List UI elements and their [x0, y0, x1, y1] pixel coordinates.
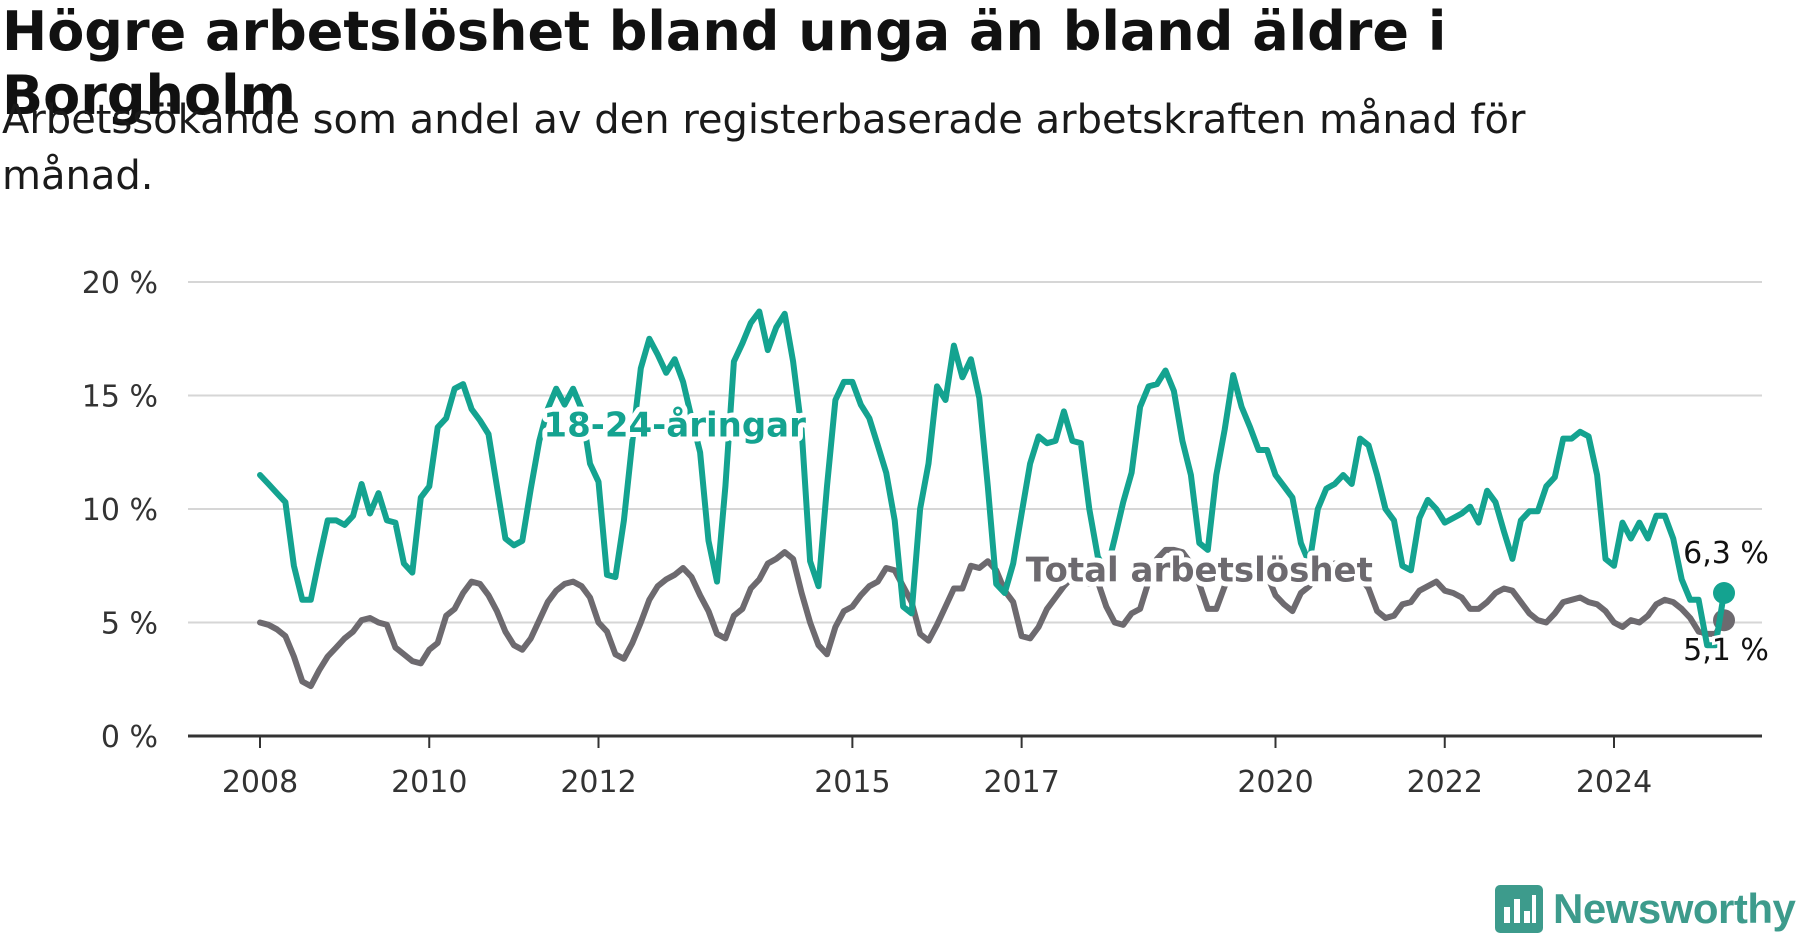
series-label: Total arbetslöshet: [1026, 551, 1373, 591]
x-tick-label: 2008: [222, 765, 298, 800]
series-lines: [257, 308, 1736, 690]
x-tick-label: 2017: [983, 765, 1059, 800]
chart-subtitle: Arbetssökande som andel av den registerb…: [2, 97, 1526, 199]
series-line-youth: [257, 308, 1727, 649]
y-tick-label: 5 %: [101, 607, 158, 642]
y-tick-label: 20 %: [82, 266, 158, 301]
y-tick-label: 0 %: [101, 720, 158, 755]
series-label-halo: 18-24-åringar: [543, 405, 806, 445]
x-tick-label: 2015: [814, 765, 890, 800]
x-tick-label: 2010: [391, 765, 467, 800]
y-tick-label: 10 %: [82, 493, 158, 528]
series-end-point: [1713, 581, 1736, 604]
x-axis-ticks: 2008 2010 2012 2015 2017 2020 2022 2024: [222, 736, 1652, 800]
series-line-total: [257, 546, 1727, 690]
newsworthy-logo: Newsworthy: [1495, 885, 1796, 933]
gridlines: [188, 281, 1762, 738]
brand-name: Newsworthy: [1553, 885, 1796, 932]
x-tick-label: 2024: [1576, 765, 1652, 800]
x-tick-label: 2012: [560, 765, 636, 800]
series-label-halo: Total arbetslöshet: [1026, 551, 1373, 591]
y-tick-label: 15 %: [82, 380, 158, 415]
end-value-label: 6,3 %: [1683, 536, 1769, 571]
x-tick-label: 2020: [1237, 765, 1313, 800]
series-label: 18-24-åringar: [543, 405, 806, 445]
x-tick-label: 2022: [1407, 765, 1483, 800]
newsworthy-logo-icon: [1495, 885, 1543, 933]
y-axis-ticks: 0 % 5 % 10 % 15 % 20 %: [82, 266, 158, 755]
end-value-label: 5,1 %: [1683, 633, 1769, 668]
chart-title: Högre arbetslöshet bland unga än bland ä…: [2, 0, 1447, 127]
